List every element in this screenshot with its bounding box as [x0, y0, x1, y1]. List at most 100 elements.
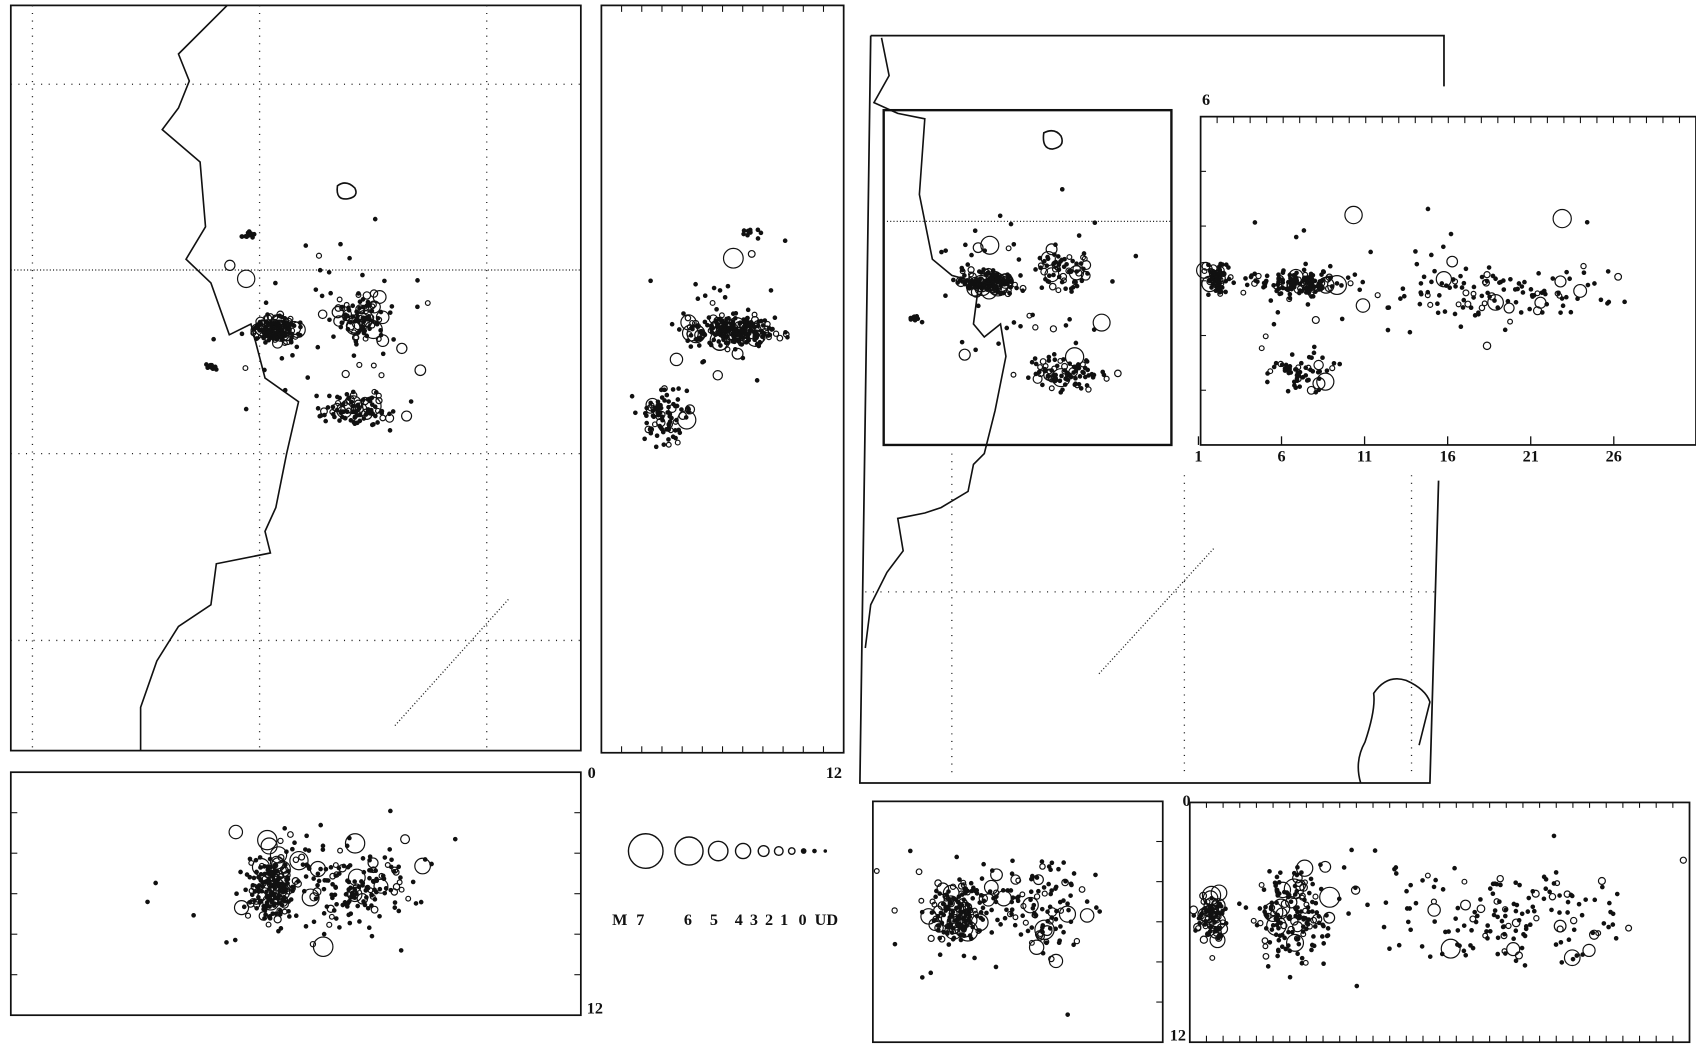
event — [1062, 256, 1067, 262]
event — [1199, 935, 1209, 944]
event — [963, 242, 968, 248]
event — [702, 319, 708, 325]
event — [390, 409, 396, 414]
event — [1324, 913, 1329, 918]
event — [1559, 960, 1565, 965]
event — [1018, 273, 1023, 278]
event — [1479, 293, 1485, 299]
event — [1045, 243, 1058, 256]
event — [1008, 221, 1014, 227]
event — [1070, 284, 1076, 290]
event — [1501, 287, 1507, 292]
event — [294, 344, 300, 350]
event — [257, 900, 263, 905]
event — [1039, 863, 1046, 870]
event — [1476, 904, 1486, 914]
event — [1033, 893, 1041, 900]
event — [265, 921, 272, 928]
event — [269, 890, 275, 895]
event — [968, 271, 974, 278]
event — [676, 327, 682, 332]
event — [324, 904, 330, 909]
event — [1216, 922, 1229, 935]
event — [1327, 275, 1348, 296]
event — [340, 402, 346, 407]
event — [1439, 281, 1445, 286]
event — [1213, 288, 1219, 294]
event — [1523, 926, 1529, 932]
event — [1298, 360, 1304, 366]
event — [405, 895, 412, 902]
event — [740, 355, 746, 361]
event — [753, 329, 759, 335]
event — [915, 868, 923, 876]
event — [1463, 952, 1469, 958]
event — [1077, 374, 1083, 379]
event — [415, 304, 420, 310]
event — [339, 305, 346, 312]
event — [1020, 913, 1026, 919]
event — [330, 895, 335, 901]
event — [1046, 354, 1052, 360]
legend-label: 6 — [684, 911, 692, 929]
legend-label: 4 — [735, 911, 743, 929]
event — [1064, 261, 1069, 267]
event — [239, 331, 245, 337]
section-frame — [600, 4, 845, 754]
event — [1037, 364, 1044, 371]
event — [1044, 940, 1049, 946]
event — [984, 286, 989, 292]
event — [333, 916, 339, 921]
event — [1011, 241, 1017, 247]
event — [300, 862, 306, 867]
event — [278, 926, 284, 931]
event — [1487, 886, 1493, 891]
event — [1061, 898, 1066, 903]
event — [370, 318, 375, 324]
event — [738, 321, 745, 328]
event — [332, 862, 339, 869]
event — [345, 878, 350, 884]
event — [659, 395, 665, 400]
event — [319, 293, 325, 299]
event — [377, 913, 382, 919]
event — [981, 861, 986, 867]
event — [1374, 292, 1381, 299]
event — [718, 320, 732, 334]
event — [1495, 951, 1501, 957]
event — [311, 876, 316, 881]
event — [1499, 918, 1505, 924]
event — [1483, 271, 1491, 279]
event — [1074, 283, 1080, 289]
event — [957, 877, 962, 882]
event — [257, 829, 278, 851]
event — [408, 399, 414, 404]
event — [321, 911, 327, 916]
event — [1312, 924, 1318, 929]
event — [1103, 375, 1110, 382]
event — [873, 868, 880, 874]
event — [333, 884, 338, 890]
event — [263, 322, 279, 338]
event — [1311, 344, 1317, 350]
event — [674, 439, 681, 446]
event — [1078, 886, 1086, 893]
event — [1414, 261, 1420, 267]
event — [1605, 269, 1611, 274]
event — [1046, 881, 1051, 887]
event — [1495, 935, 1501, 941]
event — [1530, 889, 1536, 894]
event — [948, 908, 958, 918]
event — [321, 886, 327, 892]
event — [253, 857, 259, 863]
event — [1385, 327, 1391, 333]
event — [369, 933, 375, 939]
event — [711, 285, 717, 291]
event — [370, 905, 379, 914]
event — [378, 372, 385, 379]
event — [1301, 915, 1307, 921]
event — [1250, 917, 1257, 924]
event — [357, 305, 362, 311]
event — [1092, 220, 1098, 226]
event — [1061, 362, 1069, 370]
